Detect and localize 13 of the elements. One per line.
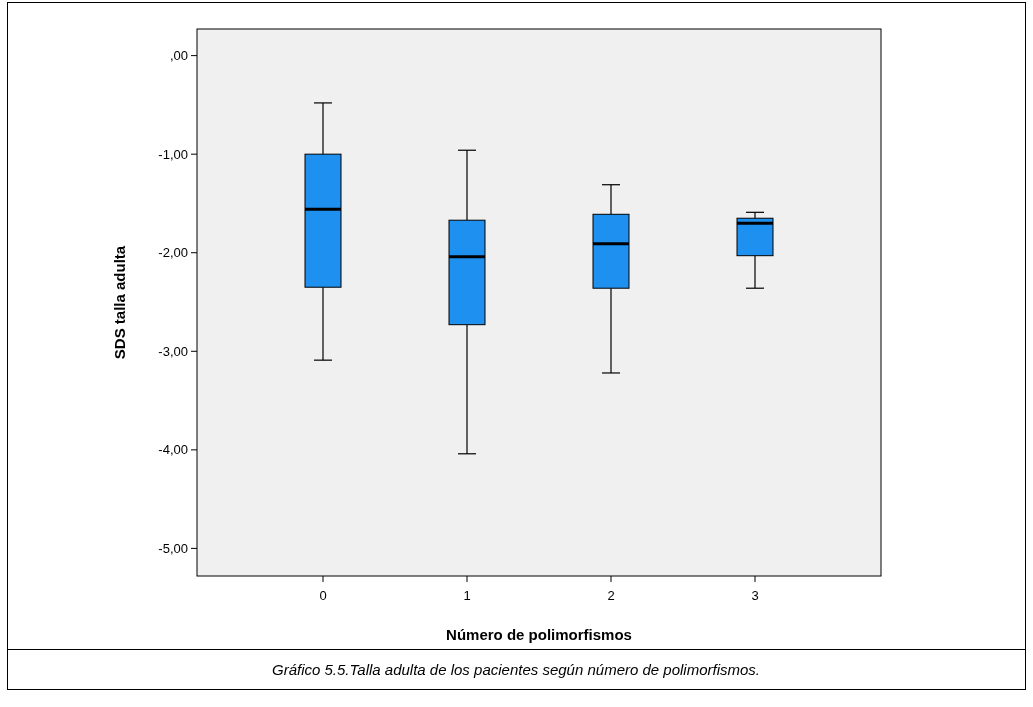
text: Gráfico 5.5.Talla adulta de los pacientes según número de polimorfismos. bbox=[271, 661, 761, 678]
y-tick-label: -2,00 bbox=[158, 245, 188, 261]
y-tick-label: ,00 bbox=[169, 48, 188, 64]
x-axis-title: Número de polimorfismos bbox=[446, 626, 632, 643]
x-tick-label: 1 bbox=[463, 588, 471, 603]
y-tick-label: -4,00 bbox=[158, 442, 188, 458]
x-tick-label: 2 bbox=[607, 588, 615, 603]
x-tick-label: 0 bbox=[319, 588, 327, 603]
y-tick-label: -1,00 bbox=[158, 146, 188, 162]
x-tick-label: 3 bbox=[751, 588, 759, 603]
y-tick-label: -3,00 bbox=[158, 343, 188, 359]
y-tick-label: -5,00 bbox=[158, 540, 188, 556]
y-axis-title: SDS talla adulta bbox=[111, 245, 128, 360]
